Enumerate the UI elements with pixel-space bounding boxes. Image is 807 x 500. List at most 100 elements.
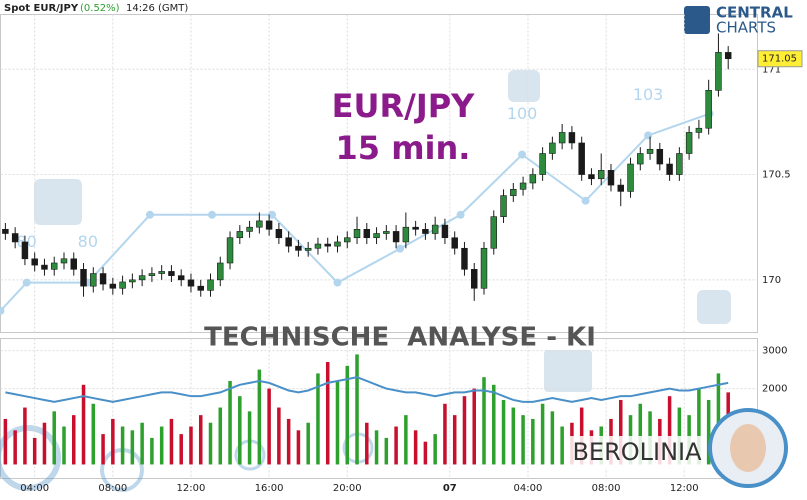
indicator-point: [456, 210, 465, 219]
candle-body: [334, 241, 341, 247]
volume-bar: [325, 362, 330, 465]
volume-bar: [286, 418, 291, 465]
volume-bar: [531, 418, 535, 465]
y-tick-label: 3000: [762, 346, 787, 357]
volume-bar: [32, 437, 37, 465]
candle-body: [402, 226, 410, 243]
candle-body: [412, 226, 419, 230]
candle-body: [471, 269, 478, 289]
candle-body: [510, 188, 517, 196]
candle-body: [597, 170, 605, 180]
candle-body: [646, 148, 654, 154]
candle-body: [431, 224, 439, 234]
candle-body: [656, 148, 664, 165]
volume-bar: [521, 415, 525, 465]
candle-body: [519, 182, 527, 190]
candle-body: [246, 226, 253, 232]
x-tick-label: 08:00: [592, 483, 621, 494]
candle-body: [500, 195, 507, 217]
volume-bar: [384, 437, 389, 465]
volume-bar: [81, 384, 86, 465]
candle-body: [695, 127, 703, 133]
volume-bar: [179, 434, 183, 465]
candle-body: [461, 247, 468, 270]
watermark-timeframe: 15 min.: [336, 129, 471, 167]
candle-body: [637, 153, 644, 165]
watermark-analysis: TECHNISCHE ANALYSE - KI: [204, 323, 596, 353]
candle-body: [109, 283, 117, 289]
y-tick-label: 171: [762, 64, 781, 75]
indicator-label: 103: [633, 85, 664, 104]
candle-body: [2, 229, 9, 234]
volume-bar: [452, 415, 457, 465]
icon: [697, 290, 731, 324]
candle-body: [715, 52, 722, 91]
indicator-point: [22, 278, 31, 287]
candle-body: [666, 163, 673, 175]
volume-bar: [355, 354, 359, 465]
indicator-label: 80: [78, 232, 98, 251]
candle-body: [207, 279, 214, 291]
candle-body: [275, 229, 283, 239]
volume-bar: [374, 430, 379, 465]
volume-bar: [560, 426, 564, 465]
candle-body: [617, 184, 624, 192]
volume-bar: [697, 388, 701, 465]
candle-body: [90, 273, 97, 287]
candle-body: [705, 90, 712, 129]
volume-bar: [501, 399, 506, 465]
volume-bar: [62, 426, 66, 465]
time: 14:26 (GMT): [126, 3, 188, 14]
volume-bar: [462, 396, 467, 465]
volume-bar: [130, 430, 135, 465]
volume-bar: [267, 388, 271, 465]
volume-bar: [13, 430, 17, 465]
x-tick-label: 04:00: [514, 483, 543, 494]
indicator-point: [644, 131, 653, 140]
candle-body: [236, 231, 244, 239]
candle-body: [285, 237, 292, 247]
price-tag: [757, 50, 803, 68]
candle-body: [383, 231, 390, 234]
indicator-point: [268, 210, 277, 219]
volume-bar: [111, 418, 115, 465]
candle-body: [490, 216, 498, 249]
candle-body: [197, 285, 204, 291]
volume-bar: [238, 396, 242, 465]
candle-body: [80, 269, 87, 287]
x-tick-label: 08:00: [98, 483, 127, 494]
volume-bar: [394, 426, 398, 465]
volume-bar: [101, 434, 105, 465]
candle-body: [187, 279, 195, 287]
brand-box: [570, 436, 704, 468]
icon: [544, 350, 592, 392]
volume-bar: [638, 403, 643, 465]
candle-body: [226, 237, 234, 264]
volume-bar: [159, 426, 164, 465]
indicator-point: [145, 210, 154, 219]
volume-ma: [5, 376, 729, 403]
volume-bar: [550, 411, 555, 465]
volume-bar: [413, 430, 418, 465]
volume-bar: [91, 403, 96, 465]
volume-panel: [0, 338, 758, 479]
volume-bar: [52, 411, 56, 465]
candle-body: [685, 132, 693, 154]
volume-bar: [618, 399, 623, 465]
candle-body: [676, 153, 683, 175]
candle-body: [353, 229, 361, 239]
candle-body: [217, 262, 224, 281]
icon: [34, 179, 82, 225]
watermark-pair: EUR/JPY: [332, 87, 476, 125]
candle-body: [363, 229, 371, 239]
indicator-point: [333, 278, 342, 287]
volume-bar: [716, 373, 721, 465]
candle-body: [304, 247, 312, 251]
volume-bar: [667, 396, 672, 465]
candle-body: [11, 233, 19, 243]
candle-body: [31, 258, 38, 266]
candle-body: [451, 237, 458, 249]
volume-bar: [257, 369, 262, 465]
volume-bar: [443, 403, 447, 465]
volume-bar: [140, 422, 144, 465]
